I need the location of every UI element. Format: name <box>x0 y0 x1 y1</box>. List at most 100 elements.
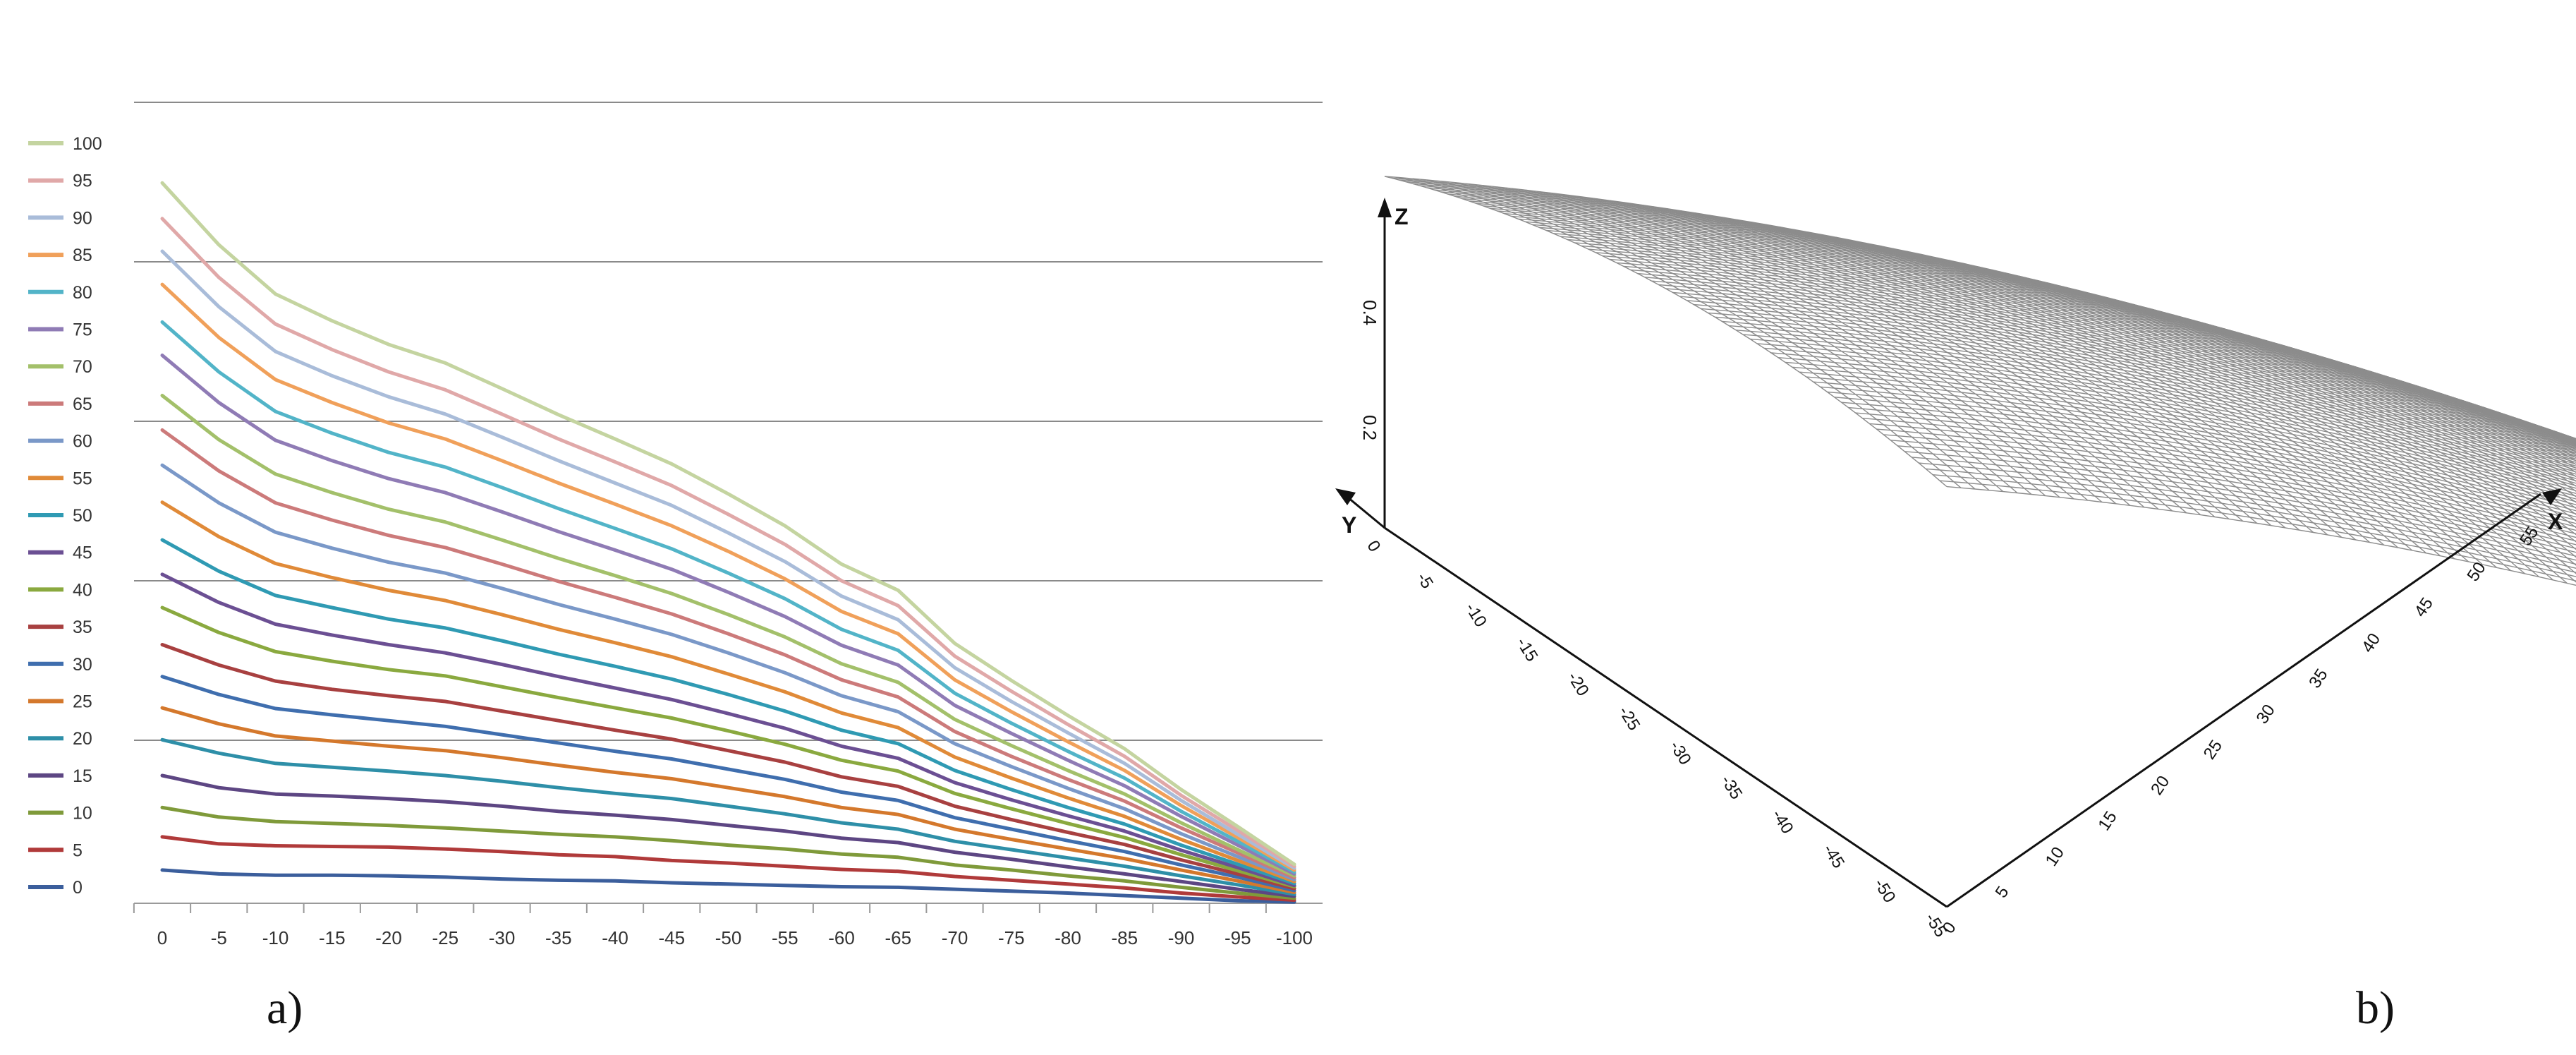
mesh-line-x <box>2033 279 2576 574</box>
mesh-line-x <box>1991 269 2553 581</box>
y-tick-label: -10 <box>1462 600 1490 631</box>
mesh-line-y <box>1763 347 2576 494</box>
y-axis-line <box>1384 526 1948 908</box>
x-tick-label: -55 <box>772 927 798 948</box>
mesh-line-y <box>1912 457 2576 565</box>
series-line-65 <box>160 428 1296 880</box>
mesh-line-x <box>1426 179 1990 491</box>
x-tick-label: 50 <box>2463 559 2489 585</box>
x-axis: 0 -5 -10 -15 -20 -25 -30 -35 -40 -45 -50 -55 -60 -65 -… <box>133 903 1323 948</box>
x-tick-label: -50 <box>715 927 742 948</box>
series-line-55 <box>160 500 1296 884</box>
x-tick-label: 25 <box>2200 737 2226 763</box>
series-line-5 <box>160 835 1296 902</box>
y-tick-label: -25 <box>1615 703 1644 734</box>
x-tick-label: -100 <box>1276 927 1313 948</box>
mesh-line-y <box>1813 381 2576 514</box>
mesh-line-y <box>1658 284 2576 462</box>
series-line-35 <box>160 643 1296 891</box>
mesh-line-y <box>1926 468 2576 573</box>
x-tick-label: -60 <box>828 927 855 948</box>
y-tick-label: -50 <box>1870 875 1899 906</box>
y-axis-label: Y <box>1342 512 1356 538</box>
mesh-line-y <box>1883 434 2576 549</box>
series-line-0 <box>160 868 1296 904</box>
x-tick-label: -15 <box>319 927 346 948</box>
y-tick-label: -15 <box>1512 634 1541 665</box>
x-tick-label: 35 <box>2305 665 2331 692</box>
mesh-line-y <box>1384 176 2513 422</box>
line-chart-panel-a: 0 -5 -10 -15 -20 -25 -30 -35 -40 -45 -50 -55 -60 -65 -… <box>28 102 1323 948</box>
x-tick-label: -30 <box>489 927 516 948</box>
series-line-80 <box>160 320 1296 874</box>
mesh-line-y <box>1553 233 2576 443</box>
x-tick-label: 0 <box>157 927 167 948</box>
mesh-line-x <box>2075 289 2576 550</box>
x-tick-label: 5 <box>1992 883 2013 901</box>
gridlines <box>134 102 1323 741</box>
mesh-line-x <box>2230 330 2576 482</box>
x-tick-label: 20 <box>2147 772 2173 798</box>
panel-label-a: a) <box>267 982 303 1034</box>
y-tick-label: -20 <box>1564 668 1593 699</box>
legend-label: 85 <box>73 246 92 265</box>
mesh-line-x <box>2174 315 2576 503</box>
mesh-line-y <box>1743 334 2576 487</box>
legend-label: 45 <box>73 543 92 563</box>
legend-label: 100 <box>73 134 102 154</box>
x-tick-label: -40 <box>602 927 628 948</box>
series-line-100 <box>160 181 1296 867</box>
y-tick-label: -40 <box>1768 807 1797 838</box>
x-tick-label: 15 <box>2094 808 2120 834</box>
z-axis-label: Z <box>1395 204 1409 229</box>
mesh-line-y <box>1827 391 2576 521</box>
mesh-line-x <box>2118 300 2576 529</box>
mesh-line-x <box>2103 296 2576 536</box>
z-tick-label: 0.4 <box>1359 300 1380 325</box>
x-tick-label: -80 <box>1055 927 1081 948</box>
y-tick-label: -35 <box>1717 772 1746 803</box>
series-line-95 <box>160 217 1296 868</box>
mesh-line-y <box>1939 480 2576 581</box>
mesh-line-y <box>1729 325 2576 482</box>
x-tick-label: 45 <box>2411 594 2437 620</box>
x-tick-label: -65 <box>885 927 911 948</box>
mesh-line-y <box>1665 288 2576 463</box>
mesh-line-x <box>1920 253 2483 565</box>
x-tick-label: -5 <box>211 927 227 948</box>
series-line-10 <box>160 805 1296 900</box>
legend-label: 60 <box>73 432 92 452</box>
mesh-line-y <box>1869 423 2576 542</box>
mesh-line-y <box>1785 361 2576 502</box>
mesh-line-y <box>1841 402 2576 528</box>
mesh-line-y <box>1750 338 2576 489</box>
series-line-20 <box>160 737 1296 896</box>
x-tick-label: 40 <box>2358 630 2384 656</box>
legend-label: 10 <box>73 804 92 824</box>
legend-label: 15 <box>73 766 92 786</box>
mesh-line-x <box>2019 275 2576 583</box>
mesh-line-y <box>1806 376 2576 512</box>
legend-label: 75 <box>73 320 92 340</box>
mesh-line-y <box>1679 296 2576 467</box>
surface-mesh <box>1384 176 2576 586</box>
mesh-line-y <box>1792 366 2576 505</box>
series-line-30 <box>160 675 1296 893</box>
mesh-line-x <box>2132 303 2576 522</box>
mesh-line-x <box>2089 292 2576 543</box>
mesh-line-x <box>1454 182 2018 494</box>
x-tick-label: -35 <box>545 927 572 948</box>
legend-label: 30 <box>73 655 92 675</box>
mesh-line-x <box>2047 282 2576 566</box>
series-line-45 <box>160 572 1296 888</box>
series-line-85 <box>160 282 1296 872</box>
series-line-60 <box>160 463 1296 881</box>
mesh-line-x <box>2061 286 2576 558</box>
x-tick-label: -85 <box>1111 927 1138 948</box>
y-tick-label: -30 <box>1665 737 1694 768</box>
mesh-line-y <box>1946 486 2576 586</box>
axes-3d: ZY X0.20.40-5-10-15-20-25-30-35-40-45-50-… <box>1335 198 2563 941</box>
legend-label: 90 <box>73 208 92 228</box>
x-tick-label: -20 <box>375 927 402 948</box>
